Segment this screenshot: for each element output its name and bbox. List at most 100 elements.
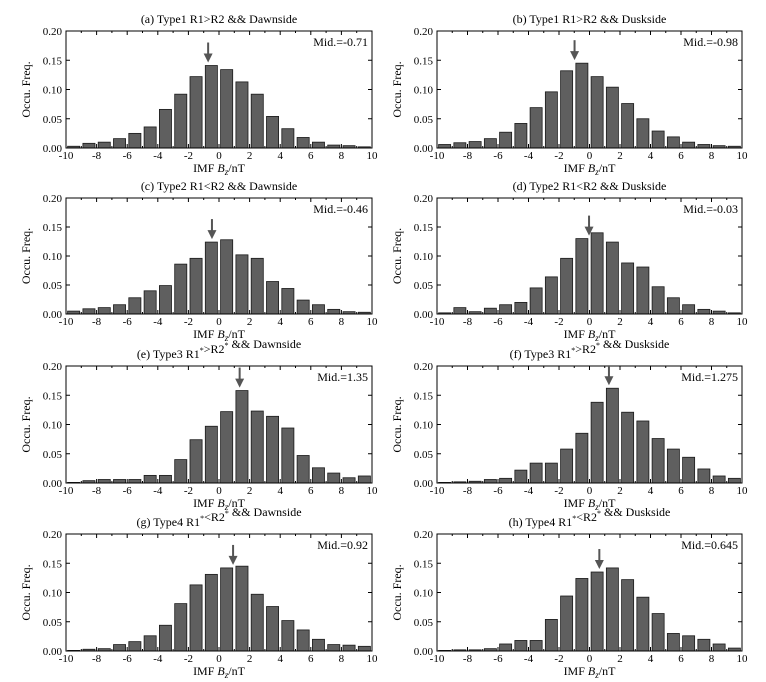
y-tick-label: 0.20	[43, 529, 63, 541]
x-tick-label: -8	[463, 485, 473, 497]
panel-title: (b) Type1 R1>R2 && Duskside	[513, 12, 667, 26]
bar	[590, 76, 604, 149]
y-tick-label: 0.10	[43, 251, 63, 263]
bar	[189, 76, 203, 149]
x-tick-label: 10	[737, 653, 749, 665]
x-tick-label: -8	[92, 653, 102, 665]
x-tick-label: 8	[339, 316, 345, 328]
bar	[529, 287, 543, 315]
bar	[453, 307, 467, 315]
y-tick-label: 0.10	[414, 85, 434, 97]
bar	[529, 462, 543, 484]
x-tick-label: 4	[648, 653, 654, 665]
x-tick-label: -10	[430, 316, 445, 328]
median-arrow-icon	[594, 549, 604, 570]
bar	[143, 290, 157, 315]
bar	[204, 241, 218, 315]
bar	[128, 297, 142, 315]
x-tick-label: 8	[709, 485, 715, 497]
x-tick-label: 10	[367, 653, 379, 665]
panel-c: -10 -8 -6 -4 -2 0 2 4 6 8 10 0.00 0.05 0.10 0.15 0.20 (c…	[19, 179, 378, 343]
y-tick-label: 0.05	[43, 449, 63, 461]
x-tick-label: -2	[184, 485, 193, 497]
bar	[697, 144, 711, 149]
y-tick-label: 0.10	[414, 251, 434, 263]
bar	[499, 643, 513, 652]
median-arrow-icon	[207, 219, 217, 240]
bar	[266, 116, 280, 149]
bar	[220, 411, 234, 484]
y-axis-label: Occu. Freq.	[390, 228, 404, 284]
x-tick-label: 2	[617, 485, 623, 497]
bar	[158, 285, 172, 315]
bar	[575, 578, 589, 652]
y-tick-label: 0.00	[43, 143, 63, 155]
bar	[174, 263, 188, 315]
y-tick-label: 0.00	[43, 309, 63, 321]
bar	[250, 593, 264, 652]
y-tick-label: 0.15	[43, 390, 63, 402]
y-tick-label: 0.20	[414, 361, 434, 373]
bar	[727, 477, 741, 484]
x-tick-label: 0	[587, 485, 593, 497]
bar	[281, 620, 295, 652]
bar	[189, 257, 203, 315]
x-tick-label: -4	[524, 653, 534, 665]
x-tick-label: -8	[92, 485, 102, 497]
bar	[296, 629, 310, 652]
x-tick-label: -8	[92, 316, 102, 328]
bar	[158, 474, 172, 484]
x-tick-label: 8	[709, 316, 715, 328]
x-tick-label: -4	[153, 316, 163, 328]
x-tick-label: -2	[554, 150, 563, 162]
bar	[682, 635, 696, 652]
panel-h: -10 -8 -6 -4 -2 0 2 4 6 8 10 0.00 0.05 0.10 0.15 0.20 (h…	[390, 505, 748, 680]
bar	[560, 595, 574, 652]
panel-title: (e) Type3 R1*>R2* && Dawnside	[137, 337, 301, 361]
x-axis-label: IMF Bz/nT	[564, 664, 617, 680]
y-tick-label: 0.10	[43, 85, 63, 97]
bar	[235, 390, 249, 484]
x-tick-label: -6	[493, 653, 503, 665]
x-tick-label: 4	[648, 150, 654, 162]
bar	[342, 477, 356, 484]
y-tick-label: 0.15	[414, 558, 434, 570]
y-tick-label: 0.05	[414, 449, 434, 461]
median-annotation: Mid.=1.275	[681, 370, 738, 384]
bar	[250, 257, 264, 315]
bar	[621, 579, 635, 652]
y-tick-label: 0.20	[414, 529, 434, 541]
bar	[621, 411, 635, 484]
bar	[204, 65, 218, 149]
bar	[189, 584, 203, 652]
bar	[575, 432, 589, 484]
bar	[174, 93, 188, 149]
x-tick-label: 8	[709, 150, 715, 162]
panel-b: -10 -8 -6 -4 -2 0 2 4 6 8 10 0.00 0.05 0.10 0.15 0.20 (b…	[390, 12, 748, 177]
bar	[296, 299, 310, 315]
bar	[651, 613, 665, 652]
bar	[204, 573, 218, 652]
y-tick-label: 0.00	[414, 309, 434, 321]
panel-title: (d) Type2 R1<R2 && Duskside	[513, 179, 667, 193]
x-tick-label: 6	[678, 653, 684, 665]
x-tick-label: -6	[493, 150, 503, 162]
bar	[483, 138, 497, 149]
y-tick-label: 0.00	[43, 478, 63, 490]
bar	[712, 643, 726, 652]
median-arrow-icon	[228, 544, 238, 565]
x-tick-label: -6	[123, 653, 133, 665]
x-axis-label: IMF Bz/nT	[564, 496, 617, 512]
bar	[575, 238, 589, 315]
y-tick-label: 0.00	[414, 478, 434, 490]
bar	[666, 297, 680, 315]
bar	[97, 307, 111, 315]
bar	[544, 276, 558, 315]
bar	[514, 640, 528, 652]
x-tick-label: 0	[216, 150, 222, 162]
x-tick-label: -10	[430, 653, 445, 665]
bar	[499, 304, 513, 315]
y-axis-label: Occu. Freq.	[19, 564, 33, 620]
bar	[483, 479, 497, 484]
x-tick-label: 4	[277, 485, 283, 497]
